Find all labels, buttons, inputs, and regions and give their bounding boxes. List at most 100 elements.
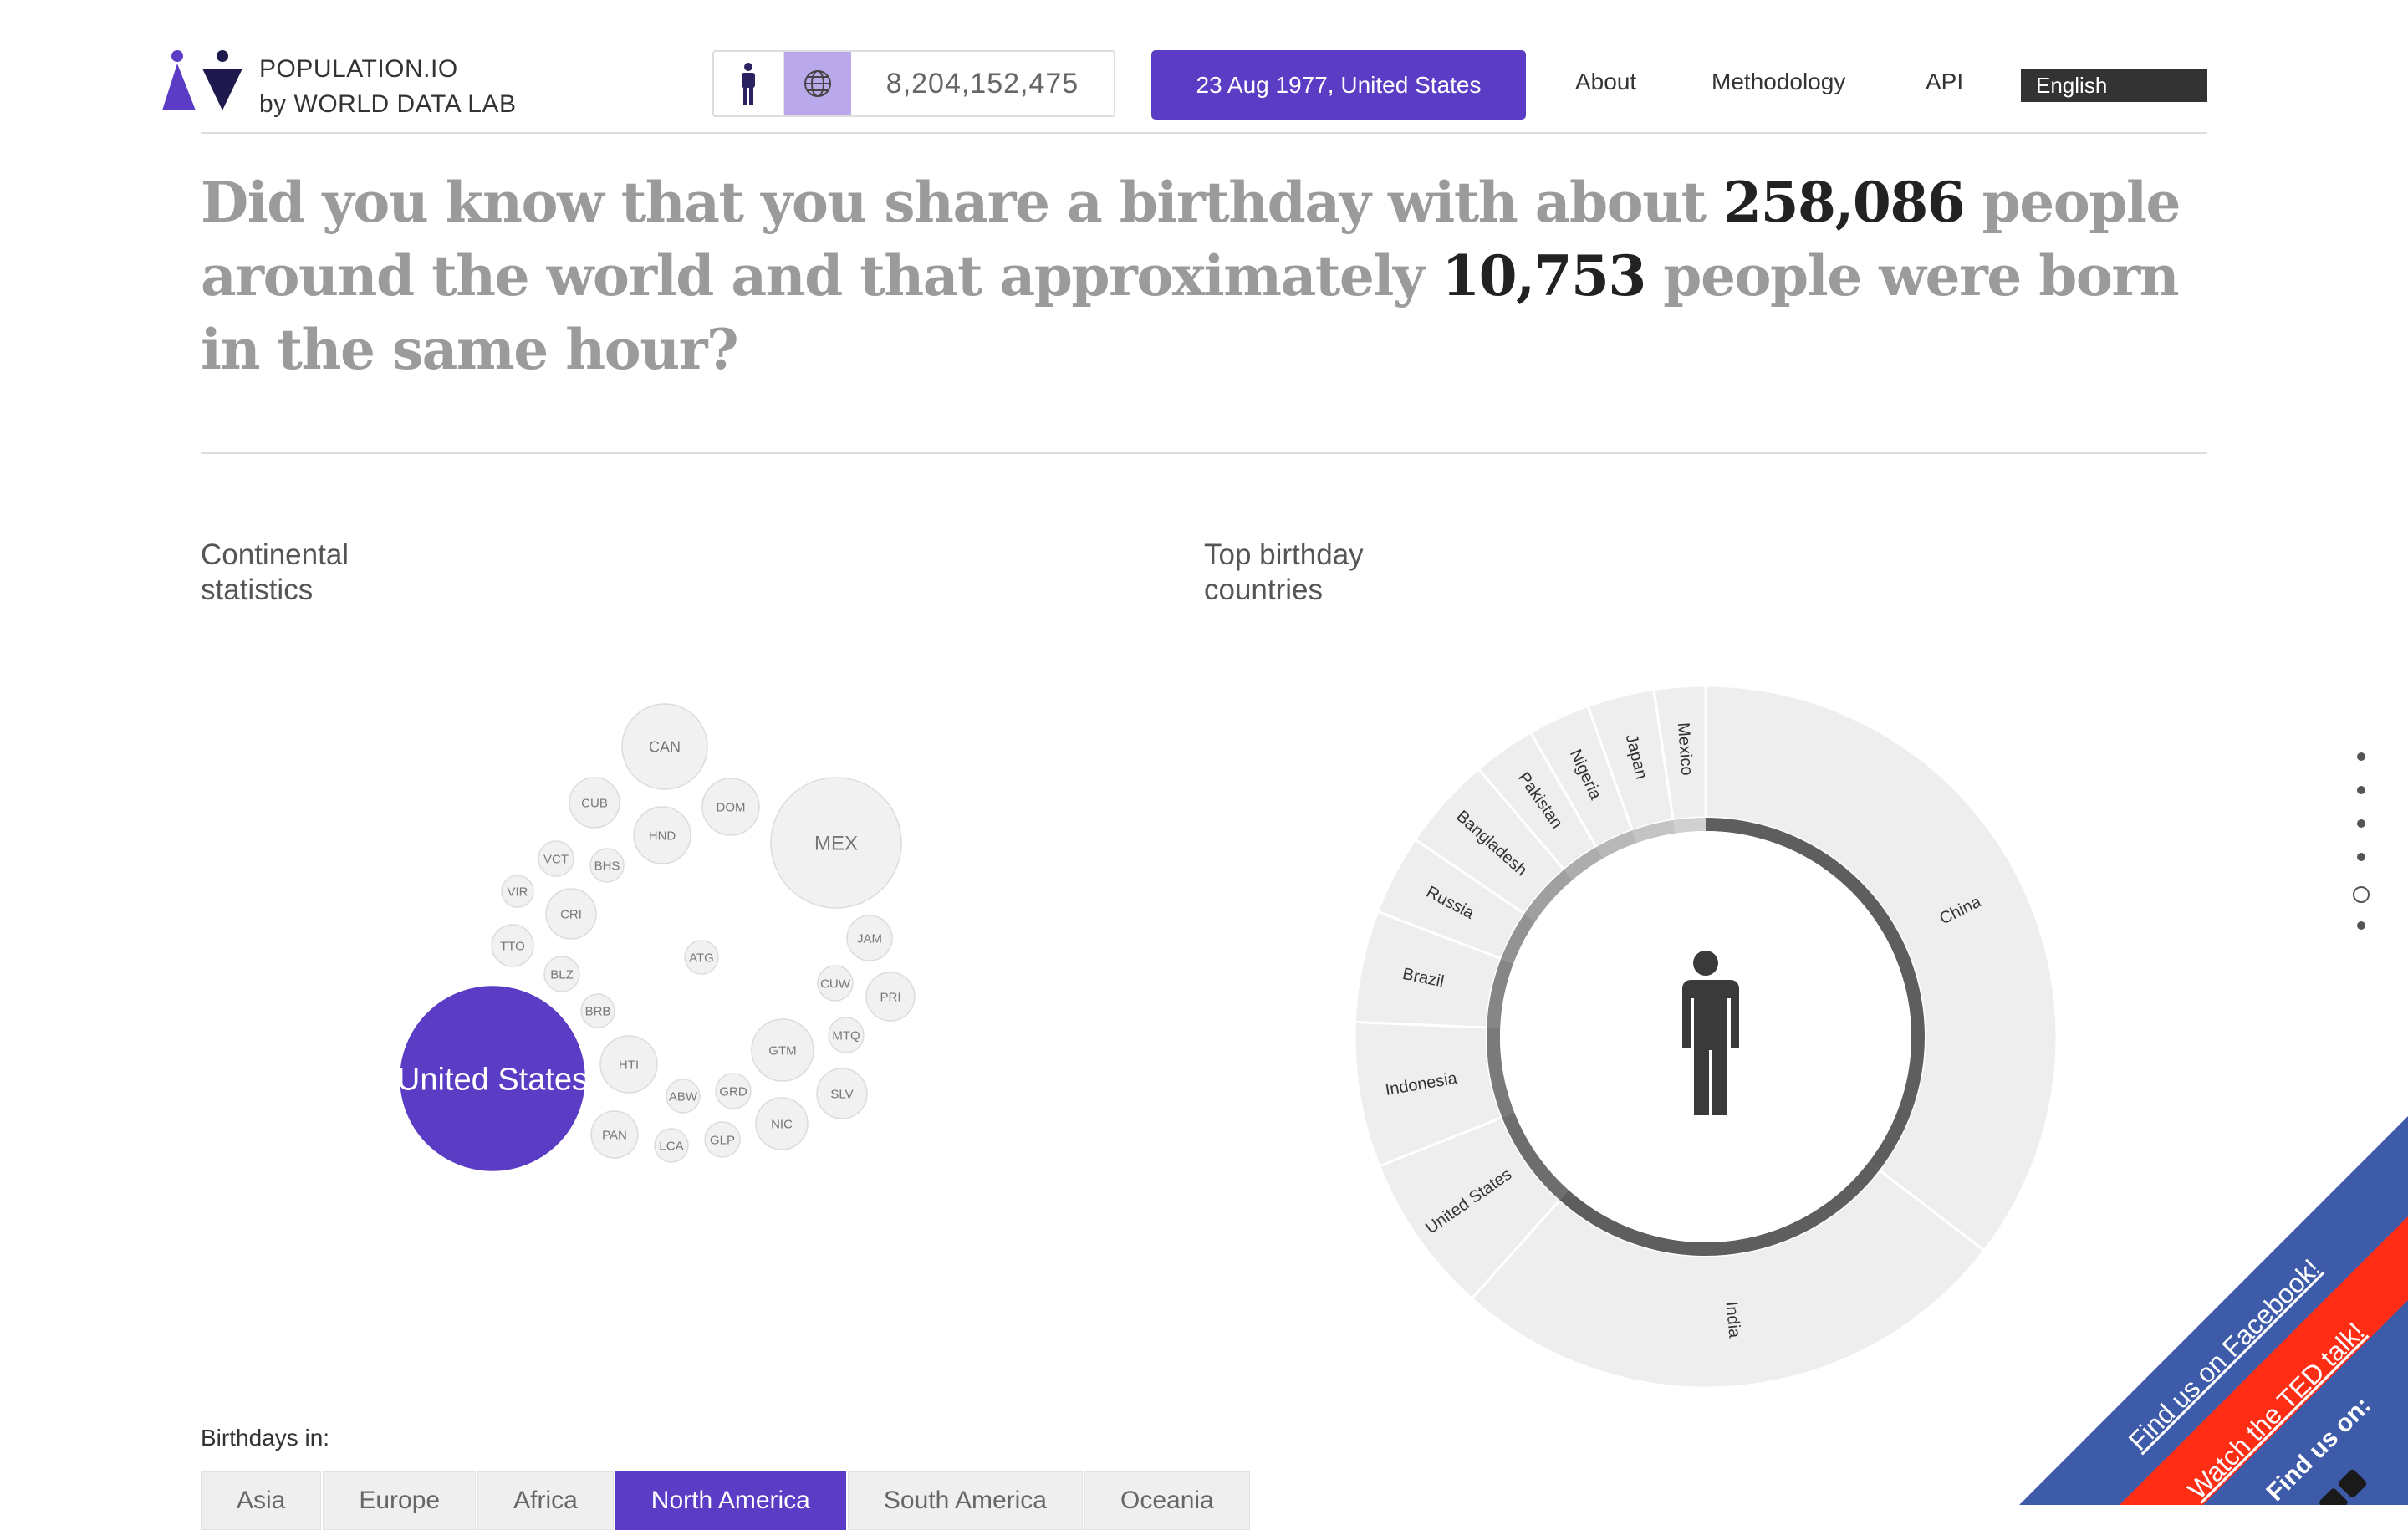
pager-dot-active[interactable]	[2353, 886, 2370, 903]
tab-south-america[interactable]: South America	[847, 1471, 1083, 1530]
bubble-glp[interactable]: GLP	[704, 1121, 741, 1158]
person-icon[interactable]	[714, 52, 784, 115]
language-select[interactable]: English	[2021, 69, 2207, 102]
bubble-label: CRI	[560, 907, 582, 921]
nav-methodology[interactable]: Methodology	[1712, 69, 1846, 94]
bubble-label: PAN	[602, 1128, 627, 1142]
bubble-mex[interactable]: MEX	[770, 777, 902, 909]
donut-ring-japan	[1632, 819, 1676, 844]
bubble-label: HND	[649, 829, 676, 843]
headline-divider	[201, 452, 2207, 454]
bubble-label: MTQ	[832, 1028, 860, 1043]
brand-name[interactable]: POPULATION.IO by WORLD DATA LAB	[259, 52, 516, 122]
bubble-label: NIC	[771, 1117, 793, 1131]
bubble-jam[interactable]: JAM	[846, 915, 893, 961]
twitter-icon[interactable]	[2337, 1468, 2368, 1499]
bubble-nic[interactable]: NIC	[755, 1097, 809, 1150]
bubble-label: GTM	[768, 1043, 796, 1058]
tab-asia[interactable]: Asia	[201, 1471, 322, 1530]
bubble-vct[interactable]: VCT	[538, 840, 574, 877]
bubble-label: ABW	[669, 1089, 698, 1104]
bubble-label: GRD	[719, 1084, 747, 1099]
bubble-pan[interactable]: PAN	[590, 1110, 639, 1159]
bubble-cri[interactable]: CRI	[545, 888, 597, 940]
tab-africa[interactable]: Africa	[477, 1471, 614, 1530]
bubble-bhs[interactable]: BHS	[589, 848, 625, 883]
headline-text-1: Did you know that you share a birthday w…	[201, 170, 1724, 235]
tab-north-america[interactable]: North America	[615, 1471, 846, 1530]
donut-ring-indonesia	[1487, 1028, 1515, 1118]
bubble-label: CAN	[649, 738, 681, 755]
bubble-label: VIR	[507, 885, 528, 899]
bubble-label: CUW	[820, 977, 851, 991]
pager-dot[interactable]	[2357, 819, 2365, 828]
bubble-hti[interactable]: HTI	[599, 1035, 658, 1094]
bubble-label: BLZ	[550, 967, 574, 982]
bubble-mtq[interactable]: MTQ	[828, 1017, 865, 1053]
donut-ring-china	[1705, 818, 1925, 1170]
population-io-logo[interactable]	[159, 48, 242, 112]
bubble-can[interactable]: CAN	[621, 703, 708, 790]
continental-statistics-title: Continental statistics	[201, 538, 349, 606]
donut-ring-mexico	[1673, 818, 1707, 834]
bubble-grd[interactable]: GRD	[715, 1073, 752, 1109]
bubble-label: MEX	[814, 832, 858, 854]
bubble-label: JAM	[857, 931, 882, 946]
same-day-count: 258,086	[1723, 170, 1966, 235]
bubble-label: HTI	[619, 1058, 639, 1072]
pager-dot[interactable]	[2357, 752, 2365, 761]
facebook-icon[interactable]	[2319, 1487, 2349, 1505]
social-ribbon[interactable]	[2203, 1300, 2408, 1505]
bubble-tto[interactable]: TTO	[491, 924, 534, 967]
bubble-slv[interactable]: SLV	[816, 1068, 868, 1119]
bubble-brb[interactable]: BRB	[580, 993, 615, 1028]
headline-text-3: people were born in the same hour?	[201, 243, 2180, 382]
globe-icon[interactable]	[784, 52, 851, 115]
bubble-gtm[interactable]: GTM	[751, 1018, 814, 1082]
bubble-label: BHS	[594, 859, 620, 873]
donut-ring-united-states	[1502, 1112, 1569, 1201]
donut-ring-pakistan	[1564, 846, 1604, 880]
bubble-united-states[interactable]: United States	[397, 986, 588, 1171]
brand-line-1: POPULATION.IO	[259, 55, 458, 83]
bubble-label: SLV	[830, 1087, 853, 1101]
bubble-label: TTO	[500, 939, 525, 953]
bubble-pri[interactable]: PRI	[865, 972, 916, 1022]
pager-dot[interactable]	[2357, 853, 2365, 861]
corner-ribbons: Find us on Facebook! Watch the TED talk!…	[2019, 1116, 2408, 1505]
top-birthday-countries-title: Top birthday countries	[1204, 538, 1364, 606]
bubble-hnd[interactable]: HND	[633, 806, 691, 864]
bubble-label: ATG	[689, 951, 714, 965]
headline-text-2: people around the world and that approxi…	[201, 170, 2181, 309]
bubble-label: United States	[397, 1062, 588, 1097]
bubble-label: GLP	[710, 1133, 735, 1147]
bubble-atg[interactable]: ATG	[684, 940, 719, 975]
nav-about[interactable]: About	[1575, 69, 1637, 94]
pager-dot[interactable]	[2357, 921, 2365, 930]
social-icons	[2319, 1468, 2368, 1505]
birthday-country-button[interactable]: 23 Aug 1977, United States	[1151, 50, 1526, 120]
bubble-cuw[interactable]: CUW	[817, 965, 854, 1002]
same-hour-count: 10,753	[1441, 243, 1646, 309]
header-divider	[201, 132, 2207, 134]
nav-api[interactable]: API	[1926, 69, 1964, 94]
tab-europe[interactable]: Europe	[323, 1471, 477, 1530]
donut-ring-russia	[1501, 913, 1536, 964]
donut-ring-india	[1559, 1161, 1880, 1256]
bubble-lca[interactable]: LCA	[654, 1128, 689, 1163]
bubble-vir[interactable]: VIR	[501, 875, 534, 908]
donut-label-mexico: Mexico	[1674, 722, 1696, 776]
bubble-dom[interactable]: DOM	[701, 778, 760, 836]
population-counter[interactable]: 8,204,152,475	[712, 50, 1115, 117]
pager-dot[interactable]	[2357, 786, 2365, 794]
bubble-label: LCA	[659, 1139, 683, 1153]
bubble-abw[interactable]: ABW	[666, 1079, 701, 1114]
donut-ring-brazil	[1487, 958, 1514, 1028]
tab-oceania[interactable]: Oceania	[1084, 1471, 1250, 1530]
bubble-label: PRI	[880, 990, 900, 1004]
bubble-label: VCT	[543, 852, 569, 866]
bubble-label: BRB	[585, 1004, 611, 1018]
bubble-blz[interactable]: BLZ	[543, 956, 580, 992]
bubble-cub[interactable]: CUB	[569, 777, 620, 829]
